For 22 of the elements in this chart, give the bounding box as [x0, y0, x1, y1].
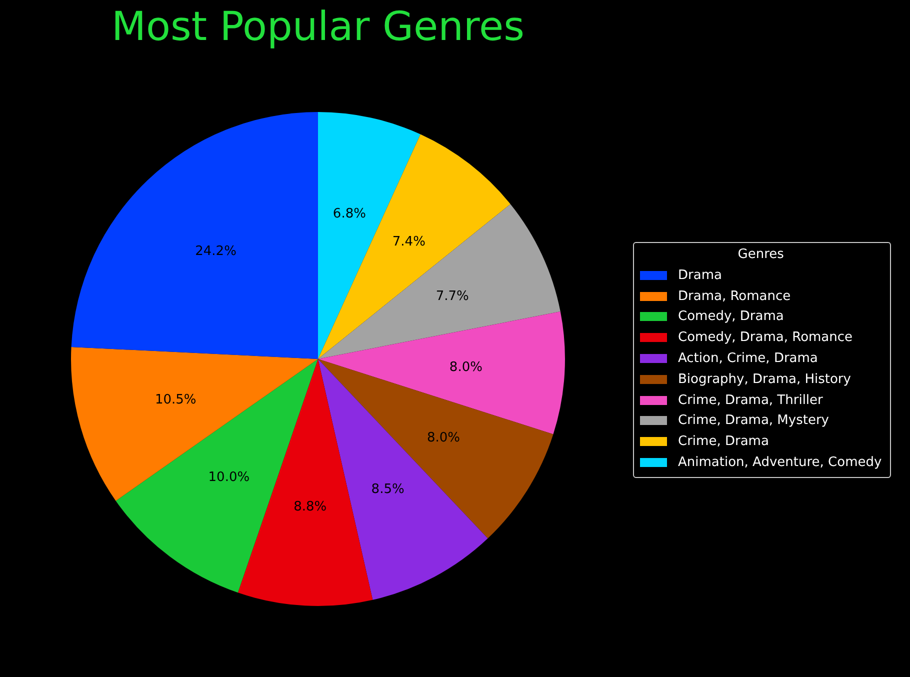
chart-title: Most Popular Genres	[110, 4, 526, 50]
data-label: 6.8%	[332, 206, 366, 222]
data-label: 10.0%	[208, 470, 250, 485]
legend-label: Drama	[678, 268, 722, 283]
legend-label: Comedy, Drama	[678, 309, 784, 324]
data-label: 10.5%	[154, 392, 196, 408]
legend-label: Drama, Romance	[678, 288, 791, 304]
legend-label: Action, Crime, Drama	[678, 351, 818, 366]
legend-label: Crime, Drama, Thriller	[678, 392, 823, 408]
legend-label: Biography, Drama, History	[678, 372, 851, 387]
legend-label: Comedy, Drama, Romance	[678, 330, 853, 346]
data-label: 7.7%	[436, 288, 469, 304]
legend-title: Genres	[736, 247, 785, 262]
data-label: 24.2%	[195, 244, 236, 260]
legend-label: Animation, Adventure, Comedy	[678, 455, 882, 470]
legend-label: Crime, Drama	[678, 434, 769, 450]
data-label: 8.5%	[371, 482, 404, 498]
data-label: 8.0%	[426, 430, 460, 446]
data-label: 7.4%	[392, 234, 426, 250]
data-label: 8.0%	[449, 360, 482, 375]
data-label: 8.8%	[294, 499, 327, 514]
legend-label: Crime, Drama, Mystery	[678, 413, 829, 428]
